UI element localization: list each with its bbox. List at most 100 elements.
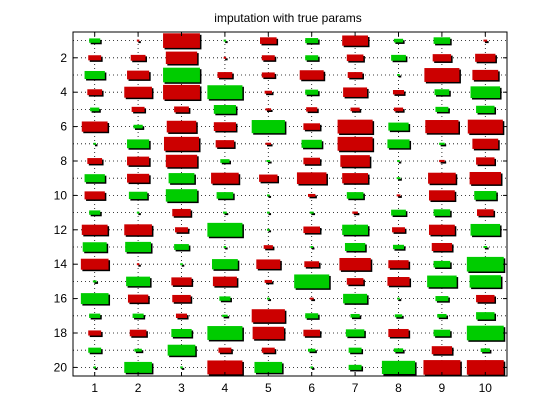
hinton-box-r8-c2 — [127, 156, 150, 166]
hinton-box-r9-c4 — [211, 172, 239, 184]
x-tick-label: 9 — [439, 381, 446, 395]
box-shadow — [224, 213, 229, 216]
hinton-box-r3-c1 — [84, 70, 105, 80]
hinton-box-r3-c9 — [424, 68, 460, 82]
hinton-box-r7-c6 — [301, 139, 322, 148]
hinton-box-r15-c9 — [427, 275, 457, 288]
hinton-box-r17-c3 — [175, 313, 188, 318]
hinton-box-r6-c6 — [303, 123, 321, 130]
hinton-box-r20-c1 — [93, 366, 96, 369]
box-shadow — [94, 367, 98, 370]
hinton-box-r8-c1 — [87, 158, 103, 164]
hinton-box-r10-c4 — [216, 192, 234, 199]
hinton-box-r9-c2 — [127, 173, 150, 183]
hinton-box-r10-c2 — [128, 191, 148, 200]
x-tick-label: 4 — [222, 381, 229, 395]
hinton-box-r15-c1 — [92, 280, 97, 283]
hinton-box-r4-c6 — [305, 89, 319, 95]
hinton-box-r10-c7 — [346, 192, 364, 199]
hinton-box-r5-c10 — [476, 105, 495, 114]
hinton-box-r1-c8 — [393, 38, 404, 43]
hinton-box-r4-c8 — [392, 90, 405, 95]
hinton-box-r7-c7 — [337, 136, 373, 151]
hinton-box-r6-c5 — [251, 120, 285, 134]
hinton-box-r20-c7 — [348, 364, 362, 370]
box-shadow — [396, 315, 404, 319]
hinton-box-r14-c10 — [466, 256, 504, 272]
hinton-box-r12-c2 — [124, 224, 152, 236]
hinton-box-r13-c7 — [344, 242, 366, 252]
hinton-box-r11-c3 — [172, 208, 191, 217]
hinton-box-r10-c10 — [474, 191, 497, 200]
hinton-box-r19-c1 — [88, 347, 102, 353]
box-shadow — [268, 299, 272, 302]
box-shadow — [398, 178, 402, 181]
hinton-box-r3-c7 — [347, 72, 363, 78]
hinton-box-r15-c3 — [171, 277, 192, 286]
box-shadow — [353, 213, 360, 216]
hinton-box-r15-c6 — [294, 274, 330, 289]
axes-frame — [72, 31, 508, 377]
hinton-box-r10-c9 — [428, 190, 455, 201]
hinton-box-r12-c6 — [303, 226, 321, 234]
box-shadow — [398, 195, 402, 198]
hinton-box-r17-c8 — [394, 314, 403, 318]
hinton-box-r10-c1 — [84, 191, 105, 200]
box-shadow — [225, 58, 228, 61]
hinton-box-r4-c10 — [470, 86, 501, 99]
hinton-box-r11-c6 — [309, 211, 314, 214]
hinton-box-r14-c9 — [433, 260, 451, 268]
hinton-box-r20-c4 — [207, 360, 243, 375]
hinton-box-r3-c4 — [217, 72, 233, 78]
hinton-box-r17-c1 — [89, 313, 101, 318]
hinton-box-r11-c2 — [136, 211, 140, 214]
hinton-box-r2-c5 — [261, 55, 275, 61]
box-shadow — [266, 92, 274, 96]
hinton-box-r2-c8 — [391, 54, 406, 61]
axis-layer — [72, 31, 508, 377]
hinton-box-r15-c2 — [126, 276, 151, 287]
hinton-box-r4-c1 — [87, 89, 103, 96]
hinton-box-r16-c8 — [397, 297, 400, 300]
hinton-box-r3-c6 — [299, 70, 324, 80]
box-shadow — [138, 264, 141, 267]
hinton-box-r16-c7 — [343, 293, 368, 304]
hinton-box-r18-c3 — [171, 328, 192, 338]
hinton-box-r8-c4 — [220, 159, 230, 163]
x-tick-label: 2 — [135, 381, 142, 395]
hinton-box-r1-c9 — [433, 37, 451, 44]
hinton-box-r4-c4 — [207, 85, 243, 100]
box-shadow — [181, 264, 185, 267]
hinton-box-r7-c9 — [439, 142, 445, 145]
hinton-box-r5-c2 — [131, 106, 145, 112]
hinton-box-r19-c3 — [167, 344, 196, 356]
y-tick-label: 8 — [60, 154, 67, 168]
hinton-box-r12-c8 — [392, 227, 405, 233]
hinton-box-r6-c7 — [337, 119, 373, 134]
hinton-box-r10-c5 — [267, 194, 270, 197]
box-shadow — [266, 281, 274, 285]
x-tick-label: 3 — [178, 381, 185, 395]
hinton-box-r3-c3 — [163, 67, 200, 83]
box-shadow — [223, 316, 230, 319]
hinton-box-r3-c8 — [397, 74, 400, 76]
hinton-box-r2-c2 — [130, 54, 146, 61]
box-shadow — [398, 299, 402, 302]
hinton-box-r1-c2 — [136, 39, 140, 42]
y-tick-label: 14 — [54, 257, 68, 271]
hinton-box-r4-c7 — [343, 87, 368, 97]
hinton-box-r2-c4 — [223, 56, 227, 59]
hinton-box-r13-c4 — [223, 246, 227, 248]
hinton-box-r13-c6 — [310, 246, 313, 248]
hinton-box-r15-c7 — [346, 278, 364, 285]
box-shadow — [309, 350, 317, 354]
hinton-box-r2-c10 — [475, 53, 496, 62]
hinton-box-r11-c5 — [267, 211, 270, 214]
hinton-box-r9-c9 — [428, 172, 456, 184]
hinton-box-r8-c5 — [266, 160, 271, 162]
hinton-box-r4-c2 — [124, 86, 152, 98]
box-shadow — [440, 161, 447, 164]
hinton-box-r15-c10 — [469, 275, 501, 288]
hinton-box-r7-c3 — [163, 136, 200, 151]
